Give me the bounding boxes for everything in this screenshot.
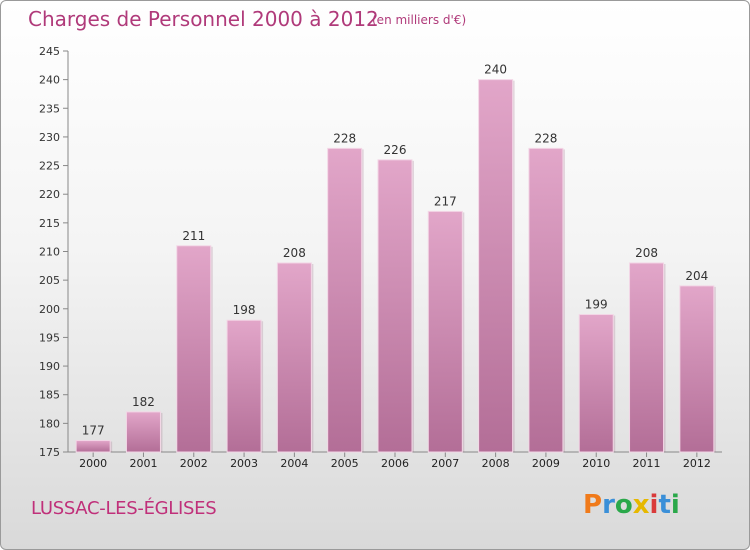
bar-value-label: 177 xyxy=(82,424,105,438)
bar-value-label: 217 xyxy=(434,194,457,208)
proxiti-logo: Proxiti xyxy=(583,490,680,520)
bar-2005 xyxy=(327,147,363,453)
logo-letter: o xyxy=(614,490,633,520)
bar-value-label: 199 xyxy=(585,298,608,312)
logo-letter: i xyxy=(670,490,680,520)
bar-2000 xyxy=(75,440,111,453)
bar-2006 xyxy=(377,159,413,453)
x-tick-label: 2008 xyxy=(482,457,510,470)
logo-letter: r xyxy=(602,490,615,520)
bar-2004 xyxy=(276,262,312,453)
bar-value-label: 204 xyxy=(685,269,708,283)
x-tick-label: 2010 xyxy=(582,457,610,470)
bar-value-label: 182 xyxy=(132,395,155,409)
bar-2008 xyxy=(478,79,514,453)
chart-unit: (en milliers d'€) xyxy=(372,13,467,27)
x-tick-label: 2006 xyxy=(381,457,409,470)
y-tick-label: 215 xyxy=(39,217,60,230)
bar-value-label: 226 xyxy=(384,143,407,157)
y-tick-label: 245 xyxy=(39,45,60,58)
y-tick-label: 200 xyxy=(39,303,60,316)
y-tick-label: 195 xyxy=(39,331,60,344)
y-tick-label: 230 xyxy=(39,131,60,144)
bar-2012 xyxy=(679,285,715,453)
x-tick-label: 2003 xyxy=(230,457,258,470)
logo-letter: x xyxy=(632,490,650,520)
y-tick-label: 220 xyxy=(39,188,60,201)
bar-value-label: 208 xyxy=(635,246,658,260)
y-tick-label: 175 xyxy=(39,446,60,459)
bar-value-label: 198 xyxy=(233,303,256,317)
logo-letter: t xyxy=(658,490,671,520)
bar-2010 xyxy=(578,314,614,453)
y-tick-label: 210 xyxy=(39,246,60,259)
x-tick-label: 2007 xyxy=(431,457,459,470)
bar-2009 xyxy=(528,147,564,453)
x-tick-label: 2004 xyxy=(280,457,308,470)
bar-value-label: 211 xyxy=(182,229,205,243)
logo-letter: P xyxy=(583,490,603,520)
chart-title: Charges de Personnel 2000 à 2012 xyxy=(28,7,379,31)
bar-value-label: 228 xyxy=(534,131,557,145)
x-tick-label: 2009 xyxy=(532,457,560,470)
x-tick-label: 2012 xyxy=(683,457,711,470)
x-tick-label: 2000 xyxy=(79,457,107,470)
bar-value-label: 240 xyxy=(484,63,507,77)
y-tick-label: 235 xyxy=(39,102,60,115)
bar-value-label: 228 xyxy=(333,131,356,145)
bar-2007 xyxy=(427,210,463,453)
x-tick-label: 2002 xyxy=(180,457,208,470)
logo-letter: i xyxy=(649,490,659,520)
place-name: LUSSAC-LES-ÉGLISES xyxy=(31,498,217,519)
y-tick-label: 190 xyxy=(39,360,60,373)
y-tick-label: 240 xyxy=(39,74,60,87)
y-tick-label: 185 xyxy=(39,389,60,402)
bar-2003 xyxy=(226,319,262,453)
y-tick-label: 180 xyxy=(39,417,60,430)
bar-2011 xyxy=(629,262,665,453)
bar-value-label: 208 xyxy=(283,246,306,260)
y-tick-label: 225 xyxy=(39,160,60,173)
x-tick-label: 2011 xyxy=(633,457,661,470)
bar-2001 xyxy=(125,411,161,453)
bar-2002 xyxy=(176,245,212,453)
y-tick-label: 205 xyxy=(39,274,60,287)
x-tick-label: 2005 xyxy=(331,457,359,470)
x-tick-label: 2001 xyxy=(129,457,157,470)
